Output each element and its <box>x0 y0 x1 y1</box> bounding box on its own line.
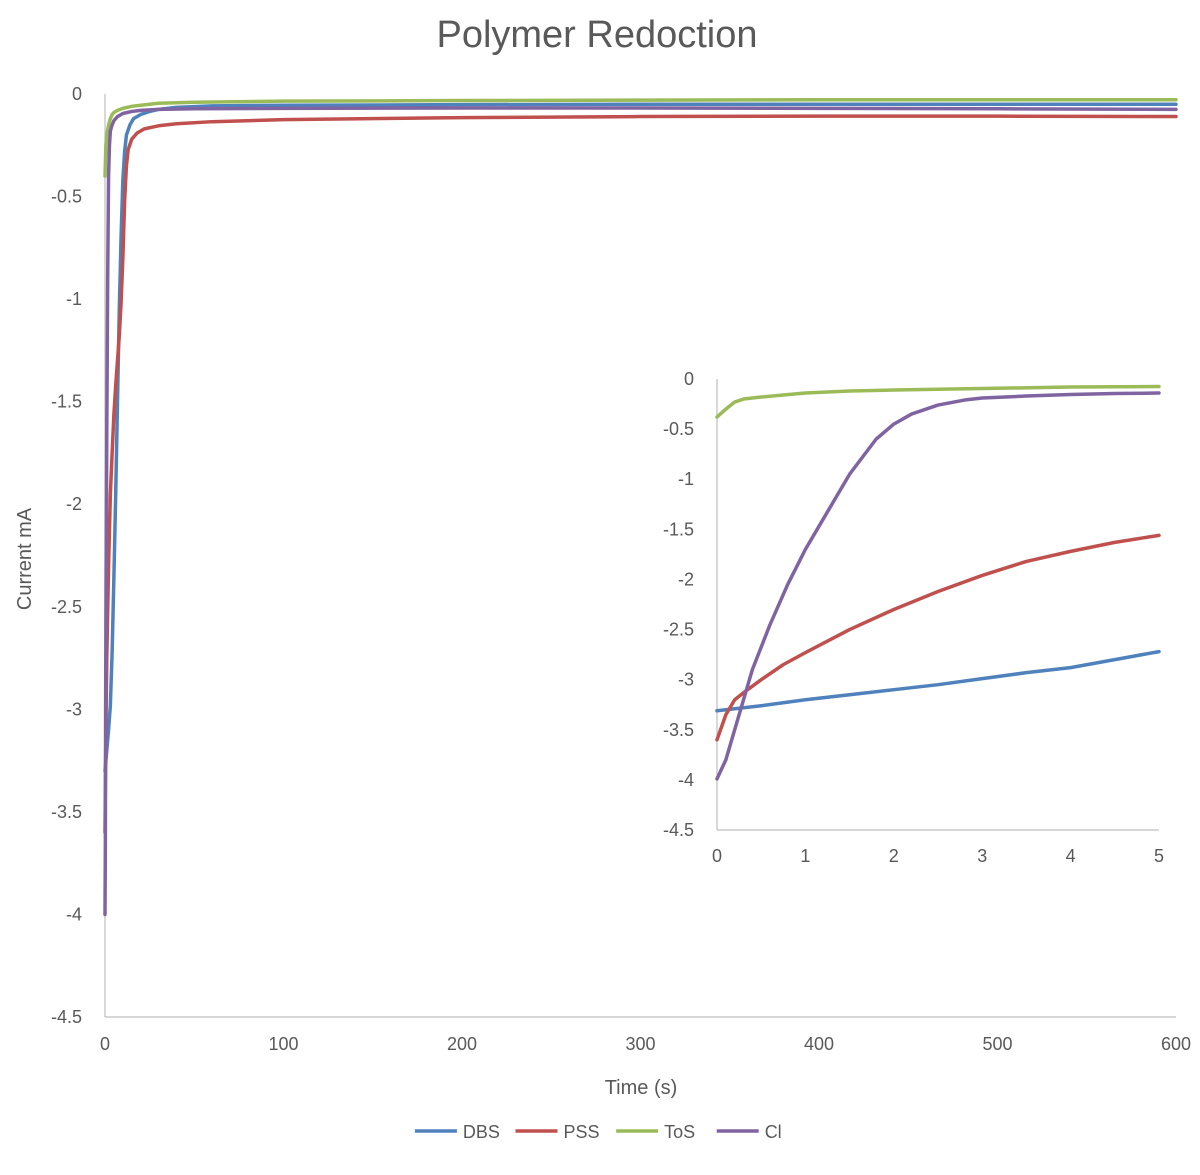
main-x-tick-label: 200 <box>447 1034 477 1054</box>
main-x-tick-label: 400 <box>804 1034 834 1054</box>
legend-label: ToS <box>664 1122 695 1142</box>
main-x-tick-label: 600 <box>1161 1034 1191 1054</box>
inset-series-line-tos <box>715 384 1161 419</box>
inset-x-tick-label: 0 <box>712 846 722 866</box>
inset-y-tick-label: -2.5 <box>663 620 694 640</box>
legend-item-cl: Cl <box>716 1122 782 1142</box>
inset-x-tick-label: 1 <box>800 846 810 866</box>
main-y-tick-label: -2 <box>66 494 82 514</box>
main-x-tick-label: 100 <box>268 1034 298 1054</box>
inset-x-tick-label: 5 <box>1154 846 1164 866</box>
legend-label: PSS <box>564 1122 600 1142</box>
main-x-tick-label: 300 <box>625 1034 655 1054</box>
inset-y-tick-label: 0 <box>684 369 694 389</box>
y-axis-title: Current mA <box>14 507 36 610</box>
inset-x-tick-label: 3 <box>977 846 987 866</box>
inset-y-tick-label: -2 <box>678 569 694 589</box>
legend: DBS PSS ToS Cl <box>414 1122 782 1142</box>
main-y-tick-label: -0.5 <box>51 187 82 207</box>
main-series-line-dbs <box>103 102 1178 773</box>
legend-item-dbs: DBS <box>414 1122 500 1142</box>
legend-label: Cl <box>765 1122 782 1142</box>
inset-series-line-cl <box>715 391 1161 781</box>
inset-series-line-pss <box>715 533 1161 742</box>
legend-item-tos: ToS <box>616 1122 695 1142</box>
legend-label: DBS <box>463 1122 500 1142</box>
inset-x-tick-label: 2 <box>889 846 899 866</box>
legend-item-pss: PSS <box>515 1122 600 1142</box>
main-y-tick-label: -1 <box>66 289 82 309</box>
main-y-tick-label: -1.5 <box>51 392 82 412</box>
main-plot-area: 0-0.5-1-1.5-2-2.5-3-3.5-4-4.50 100 200 300 4… <box>51 84 1191 1054</box>
inset-y-tick-label: -1 <box>678 469 694 489</box>
main-x-tick-label: 500 <box>982 1034 1012 1054</box>
chart-title: Polymer Redoction <box>436 14 757 56</box>
x-axis-title: Time (s) <box>605 1077 678 1099</box>
main-y-tick-label: -3 <box>66 699 82 719</box>
inset-y-tick-label: -4 <box>678 770 694 790</box>
main-y-tick-label: -2.5 <box>51 597 82 617</box>
main-y-tick-label: -3.5 <box>51 802 82 822</box>
inset-y-tick-label: -4.5 <box>663 820 694 840</box>
main-x-tick-label: 0 <box>100 1034 110 1054</box>
inset-series-line-dbs <box>715 649 1161 713</box>
main-series-line-cl <box>103 106 1178 917</box>
main-y-tick-label: -4 <box>66 904 82 924</box>
main-y-tick-label: -4.5 <box>51 1007 82 1027</box>
main-y-tick-label: 0 <box>72 84 82 104</box>
inset-x-tick-label: 4 <box>1066 846 1076 866</box>
inset-y-tick-label: -3 <box>678 670 694 690</box>
inset-y-tick-label: -3.5 <box>663 720 694 740</box>
main-series-line-pss <box>103 114 1178 835</box>
inset-plot-area: 0 -0.5 -1 -1.5 -2 -2.5 -3 -3.5 -4 -4.5 0 1 2 3 4 5 <box>663 369 1164 866</box>
main-series-line-tos <box>103 97 1178 178</box>
inset-y-tick-label: -1.5 <box>663 519 694 539</box>
inset-y-tick-label: -0.5 <box>663 419 694 439</box>
